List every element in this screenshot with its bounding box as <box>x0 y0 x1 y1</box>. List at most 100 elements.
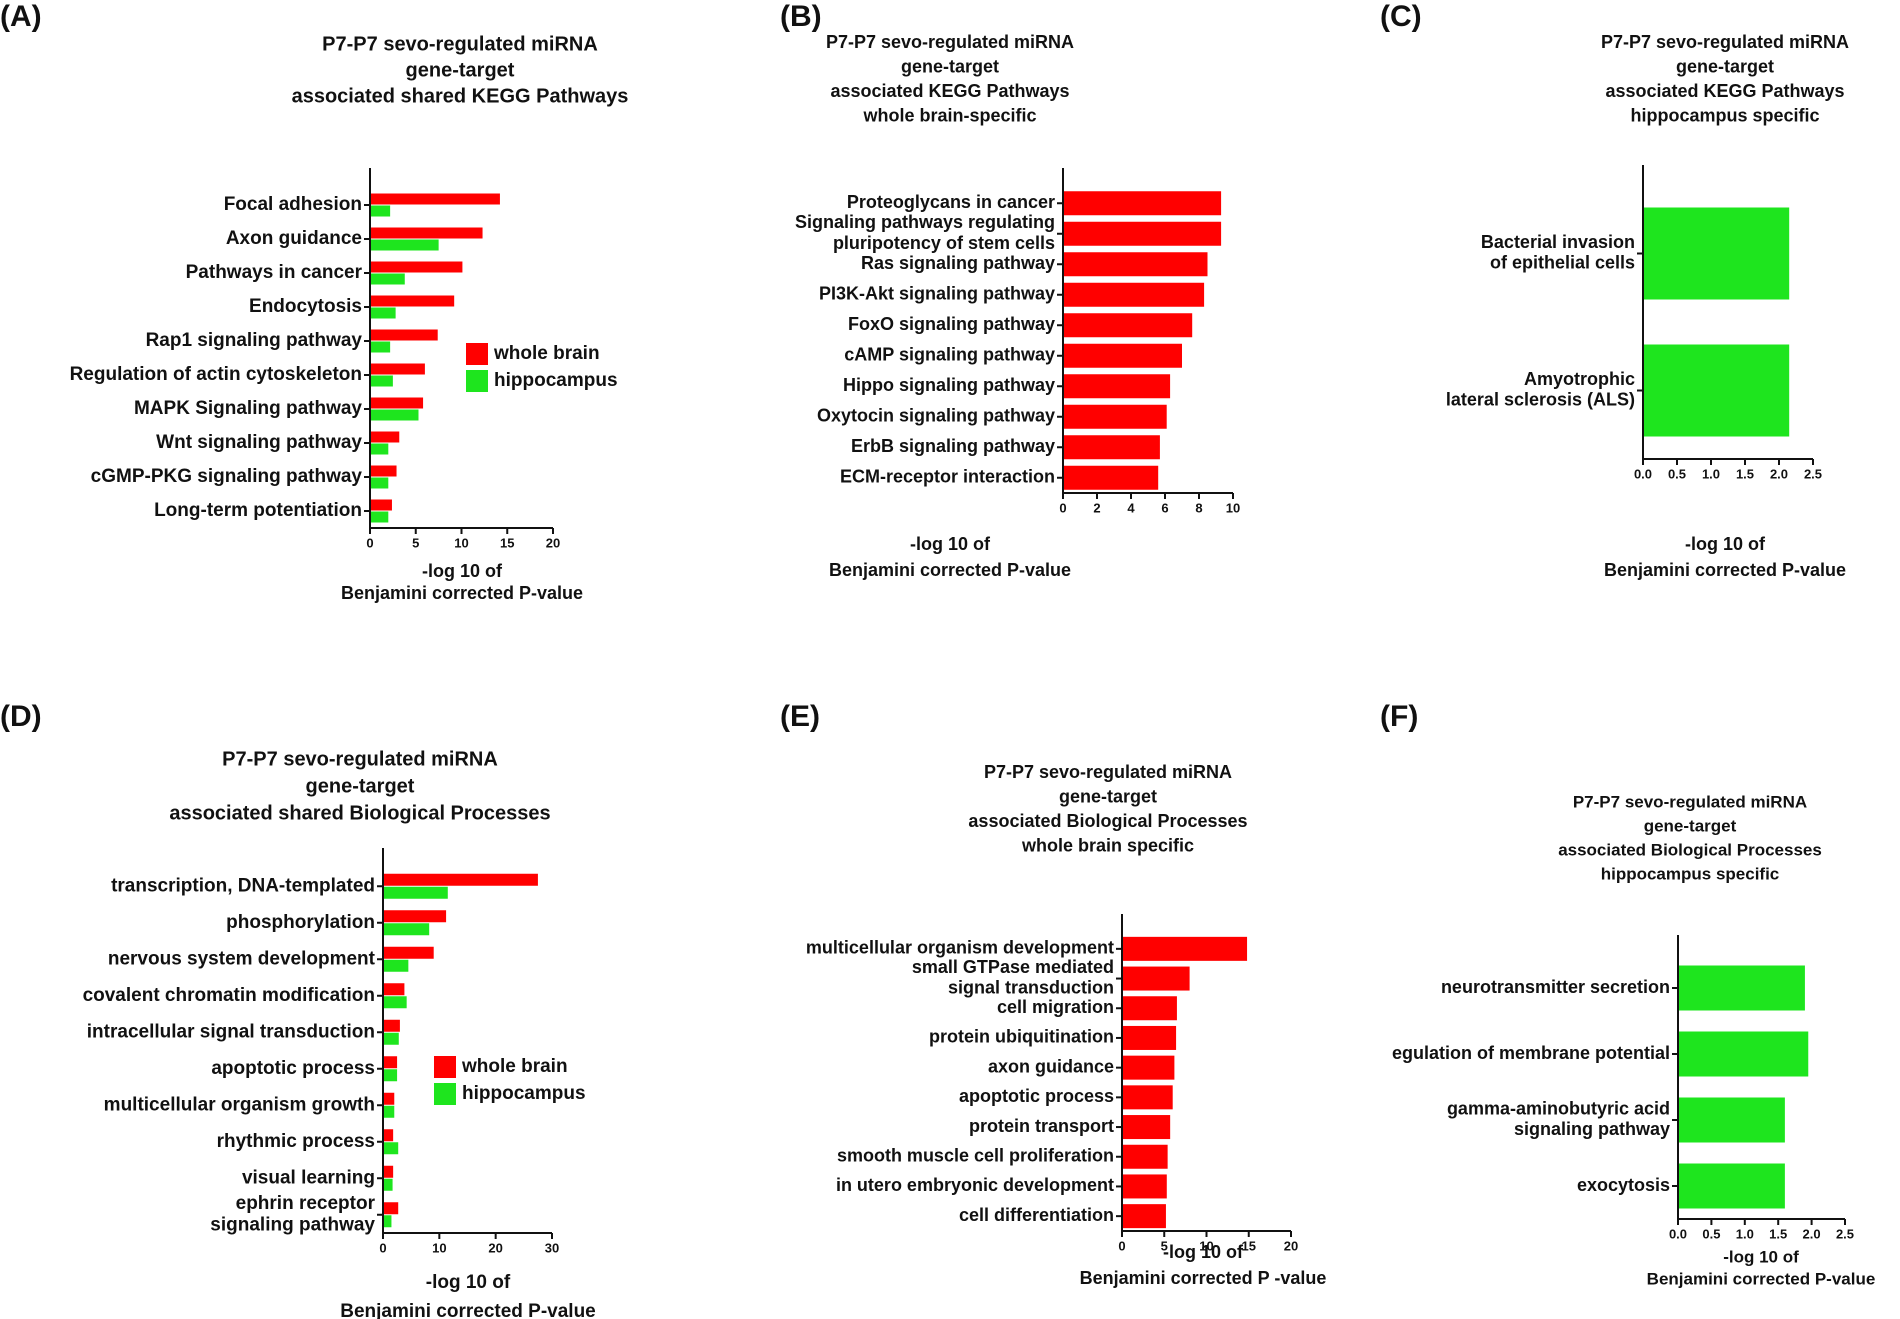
x-tick-label: 1.5 <box>1769 1226 1787 1241</box>
chart-title: P7-P7 sevo-regulated miRNA <box>1573 792 1807 811</box>
bar <box>383 1105 395 1118</box>
x-tick-label: 20 <box>488 1240 502 1255</box>
category-label: signal transduction <box>948 978 1114 998</box>
x-tick-label: 10 <box>1226 500 1240 515</box>
x-tick-label: 10 <box>1199 1238 1213 1253</box>
bar <box>370 205 391 217</box>
chart-title: P7-P7 sevo-regulated miRNA <box>826 32 1074 52</box>
bar <box>370 465 397 477</box>
legend-label: whole brain <box>493 343 600 364</box>
x-tick-label: 2.5 <box>1804 466 1822 481</box>
chart-title: hippocampus specific <box>1630 105 1819 125</box>
category-label: Oxytocin signaling pathway <box>817 406 1055 426</box>
category-label: egulation of membrane potential <box>1392 1043 1670 1063</box>
category-label: cGMP-PKG signaling pathway <box>91 466 363 487</box>
category-label: phosphorylation <box>226 912 375 933</box>
category-label: small GTPase mediated <box>912 957 1114 977</box>
x-tick-label: 5 <box>412 535 419 550</box>
bar <box>1063 465 1159 490</box>
x-tick-label: 1.0 <box>1736 1226 1754 1241</box>
chart-c: P7-P7 sevo-regulated miRNA gene-target ass… <box>1446 32 1849 580</box>
bar <box>370 443 389 455</box>
category-label: intracellular signal transduction <box>87 1021 375 1042</box>
x-tick-label: 2 <box>1093 500 1100 515</box>
chart-title: associated KEGG Pathways <box>1605 81 1844 101</box>
bar <box>1678 1097 1785 1143</box>
bar <box>1063 252 1208 277</box>
category-label: neurotransmitter secretion <box>1441 977 1670 997</box>
category-label: gamma-aminobutyric acid <box>1447 1098 1670 1118</box>
category-label: Axon guidance <box>226 228 362 249</box>
chart-title: gene-target <box>406 59 515 81</box>
bar <box>383 1019 400 1032</box>
bar <box>383 910 447 923</box>
bar <box>383 1165 394 1178</box>
x-tick-label: 2.0 <box>1803 1226 1821 1241</box>
x-axis-label: -log 10 of <box>910 534 991 554</box>
bar <box>1063 374 1171 399</box>
x-axis-label: -log 10 of <box>426 1272 511 1293</box>
x-tick-label: 10 <box>454 535 468 550</box>
x-tick-label: 20 <box>546 535 560 550</box>
bar <box>383 1092 395 1105</box>
bar <box>1122 936 1248 961</box>
bar <box>1122 1144 1168 1169</box>
panel-c: (C) P7-P7 sevo-regulated miRNA gene-targe… <box>1380 0 1900 600</box>
bar <box>370 511 389 523</box>
category-label: ECM-receptor interaction <box>840 467 1055 487</box>
category-label: in utero embryonic development <box>836 1175 1114 1195</box>
chart-d: P7-P7 sevo-regulated miRNA gene-target ass… <box>83 748 596 1319</box>
x-tick-label: 0.5 <box>1668 466 1686 481</box>
category-label: Focal adhesion <box>224 194 362 215</box>
legend-label: hippocampus <box>494 370 618 391</box>
category-label: Amyotrophic <box>1524 369 1635 389</box>
chart-title: gene-target <box>1644 816 1737 835</box>
bar <box>1122 966 1190 991</box>
category-label: Signaling pathways regulating <box>795 212 1055 232</box>
bar <box>383 959 409 972</box>
panel-letter: (B) <box>780 0 822 33</box>
x-axis-label: -log 10 of <box>1163 1242 1244 1262</box>
x-axis-label: -log 10 of <box>1723 1247 1799 1266</box>
category-label: multicellular organism development <box>806 938 1114 958</box>
bar <box>1122 1025 1177 1050</box>
x-tick-label: 0.0 <box>1669 1226 1687 1241</box>
category-label: Proteoglycans in cancer <box>847 192 1055 212</box>
x-axis-label: -log 10 of <box>1685 534 1766 554</box>
bar <box>1643 207 1790 300</box>
x-tick-label: 5 <box>1161 1238 1168 1253</box>
category-label: MAPK Signaling pathway <box>134 398 362 419</box>
bar <box>1678 1031 1809 1077</box>
bar <box>383 1142 399 1155</box>
x-tick-label: 0 <box>1118 1238 1125 1253</box>
x-tick-label: 2.0 <box>1770 466 1788 481</box>
category-label: signaling pathway <box>1514 1119 1670 1139</box>
bar <box>383 1215 392 1228</box>
chart-title: P7-P7 sevo-regulated miRNA <box>222 748 498 770</box>
x-tick-label: 0 <box>1059 500 1066 515</box>
category-label: Bacterial invasion <box>1481 232 1635 252</box>
category-label: Endocytosis <box>249 296 362 317</box>
category-label: axon guidance <box>988 1056 1114 1076</box>
legend-swatch <box>466 343 488 365</box>
x-axis-label: -log 10 of <box>422 561 503 581</box>
bar <box>383 946 434 959</box>
bar <box>370 193 500 205</box>
category-label: Regulation of actin cytoskeleton <box>70 364 362 385</box>
legend-swatch <box>434 1083 456 1105</box>
legend-label: hippocampus <box>462 1083 586 1104</box>
chart-title: whole brain-specific <box>862 105 1036 125</box>
panel-f: (F) P7-P7 sevo-regulated miRNA gene-targe… <box>1380 700 1900 1319</box>
bar <box>370 261 463 273</box>
x-tick-label: 0 <box>379 1240 386 1255</box>
panel-e: (E) P7-P7 sevo-regulated miRNA gene-targe… <box>780 700 1340 1319</box>
chart-title: gene-target <box>1059 786 1157 806</box>
bar <box>383 996 407 1009</box>
x-tick-label: 4 <box>1127 500 1135 515</box>
bar <box>383 1069 398 1082</box>
category-label: PI3K-Akt signaling pathway <box>819 284 1055 304</box>
bar <box>383 1056 398 1069</box>
x-tick-label: 0.0 <box>1634 466 1652 481</box>
bar <box>383 886 448 899</box>
x-axis-label: Benjamini corrected P-value <box>1604 560 1846 580</box>
